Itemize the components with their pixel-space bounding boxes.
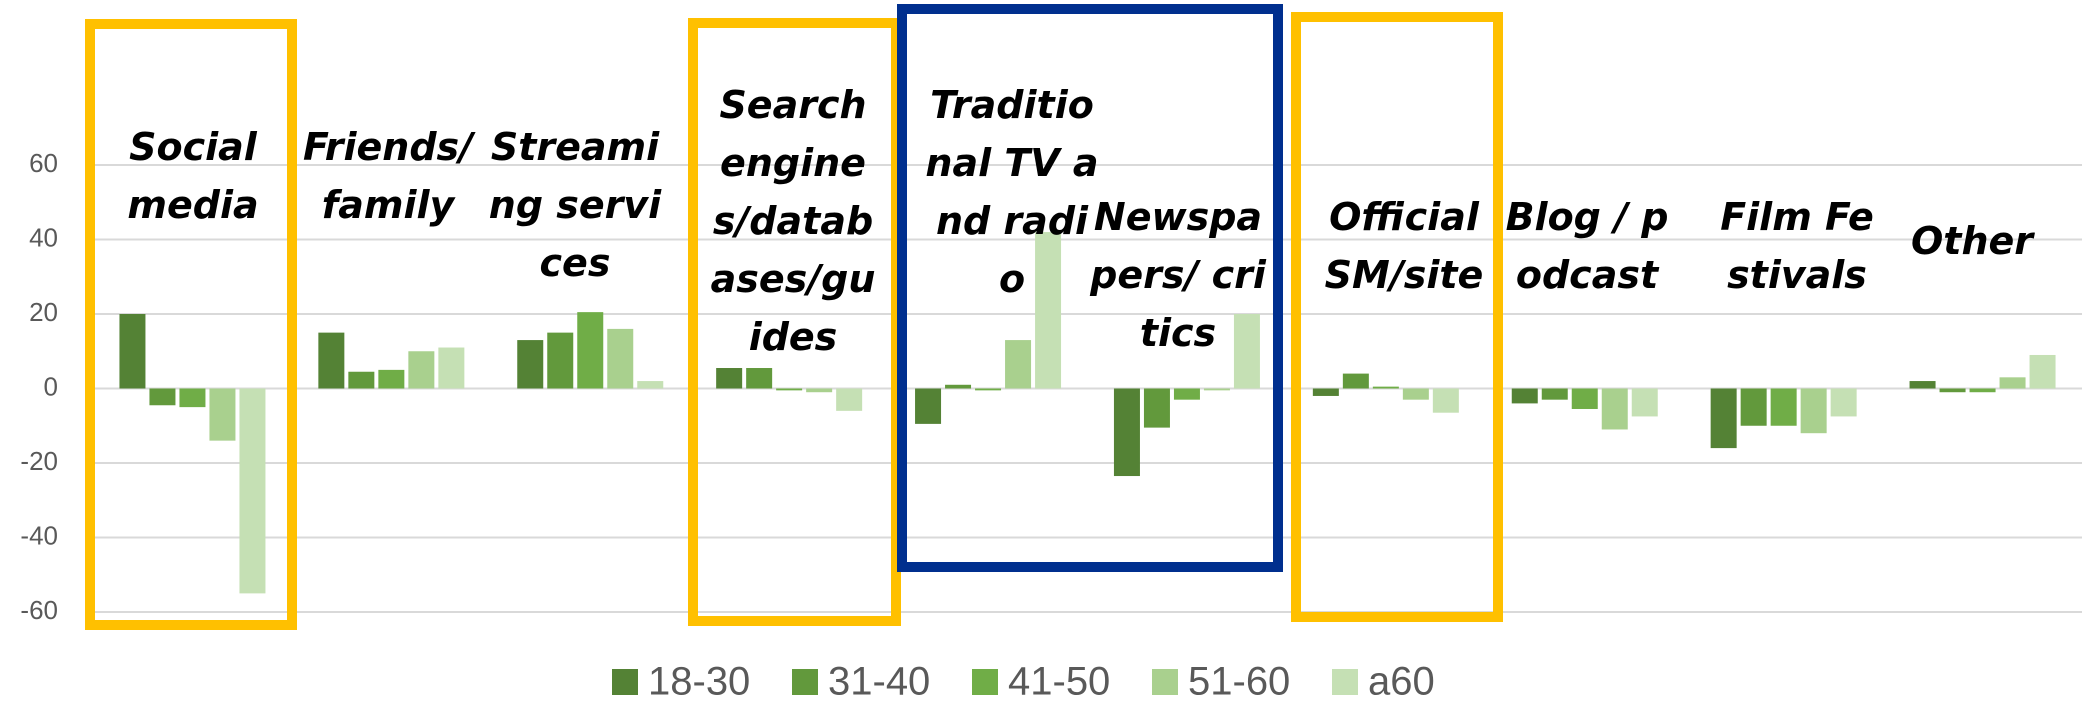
legend-label: 31-40 bbox=[828, 660, 930, 701]
y-tick-label: 60 bbox=[29, 148, 58, 178]
bar bbox=[1740, 388, 1767, 426]
bar bbox=[179, 388, 206, 408]
bar bbox=[1203, 388, 1230, 391]
legend-swatch bbox=[972, 669, 998, 695]
bar bbox=[1312, 388, 1339, 396]
highlight-box bbox=[85, 19, 297, 630]
bar bbox=[1143, 388, 1170, 428]
bar bbox=[348, 371, 375, 389]
legend-swatch bbox=[792, 669, 818, 695]
bar bbox=[149, 388, 176, 406]
bar bbox=[1830, 388, 1857, 417]
bar bbox=[1571, 388, 1598, 409]
bar bbox=[1173, 388, 1200, 400]
legend-label: 18-30 bbox=[648, 660, 750, 701]
y-tick-label: 20 bbox=[29, 297, 58, 327]
legend-label: 41-50 bbox=[1008, 660, 1110, 701]
legend-label: 51-60 bbox=[1188, 660, 1290, 701]
category-label: Streaming services bbox=[488, 125, 662, 285]
bar bbox=[1770, 388, 1797, 426]
bar bbox=[836, 388, 863, 411]
y-tick-label: 40 bbox=[29, 222, 58, 252]
legend-swatch bbox=[1152, 669, 1178, 695]
bar bbox=[945, 384, 972, 389]
bar bbox=[637, 381, 664, 389]
bar bbox=[1113, 388, 1140, 477]
bar bbox=[1800, 388, 1827, 434]
bar bbox=[438, 347, 465, 389]
bar bbox=[1511, 388, 1538, 404]
category-label: Blog / podcast bbox=[1505, 195, 1669, 297]
y-tick-label: 0 bbox=[44, 371, 58, 401]
category-label: Search engines/databases/guides bbox=[710, 83, 876, 359]
bar bbox=[2029, 354, 2056, 389]
category-label: Social media bbox=[127, 125, 259, 227]
category-label: Newspapers/ critics bbox=[1090, 195, 1266, 355]
bar bbox=[1969, 388, 1996, 393]
bar bbox=[408, 351, 435, 389]
category-label: Other bbox=[1910, 219, 2034, 263]
bar bbox=[1035, 232, 1062, 389]
bar bbox=[1909, 381, 1936, 389]
bar bbox=[776, 388, 803, 391]
highlight-box bbox=[1291, 12, 1503, 622]
bar bbox=[239, 388, 266, 594]
bar bbox=[1233, 314, 1260, 389]
y-tick-label: -20 bbox=[20, 446, 58, 476]
bar bbox=[1541, 388, 1568, 400]
bar bbox=[975, 388, 1002, 391]
bar bbox=[716, 368, 743, 389]
category-label: Friends/family bbox=[302, 125, 474, 227]
category-label: Official SM/site bbox=[1324, 195, 1484, 297]
highlight-box bbox=[688, 18, 901, 626]
category-label: Traditional TV and radio bbox=[925, 83, 1099, 301]
bar bbox=[1601, 388, 1628, 430]
bar bbox=[1372, 386, 1399, 389]
bar bbox=[1432, 388, 1459, 413]
bar bbox=[806, 388, 833, 393]
highlight-box bbox=[897, 4, 1283, 572]
bar bbox=[1939, 388, 1966, 393]
legend-swatch bbox=[612, 669, 638, 695]
category-label: Film Festivals bbox=[1720, 195, 1874, 297]
bar bbox=[1342, 373, 1369, 389]
bar bbox=[746, 368, 773, 389]
bar bbox=[607, 328, 634, 389]
bar bbox=[119, 314, 146, 389]
bar bbox=[378, 369, 405, 389]
bar bbox=[318, 332, 345, 389]
bar bbox=[1999, 377, 2026, 389]
bar bbox=[547, 332, 574, 389]
bar bbox=[1631, 388, 1658, 417]
bar bbox=[1402, 388, 1429, 400]
legend-swatch bbox=[1332, 669, 1358, 695]
bar bbox=[1710, 388, 1737, 449]
bar bbox=[209, 388, 236, 441]
y-tick-label: -60 bbox=[20, 595, 58, 625]
bar bbox=[915, 388, 942, 424]
bar bbox=[577, 312, 604, 389]
bar bbox=[1005, 340, 1032, 389]
legend-label: a60 bbox=[1368, 660, 1435, 701]
bar bbox=[517, 340, 544, 389]
y-tick-label: -40 bbox=[20, 520, 58, 550]
